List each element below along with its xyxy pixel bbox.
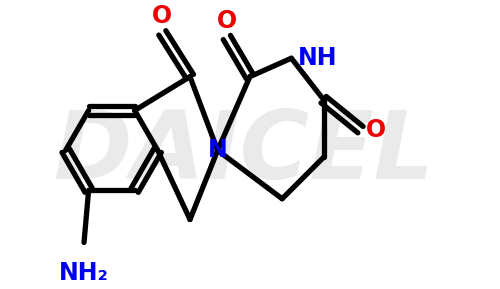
Text: O: O	[152, 4, 172, 28]
Text: DAICEL: DAICEL	[52, 107, 434, 199]
Text: NH₂: NH₂	[59, 261, 109, 285]
Text: NH: NH	[298, 46, 338, 70]
Text: O: O	[217, 9, 237, 33]
Text: N: N	[208, 138, 228, 162]
Text: O: O	[366, 118, 386, 142]
